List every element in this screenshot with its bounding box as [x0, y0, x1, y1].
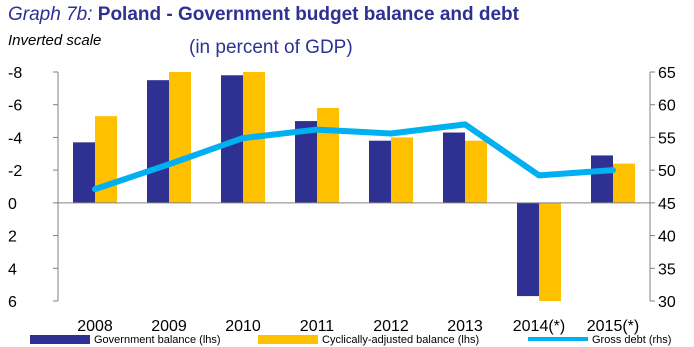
bar-government-balance-3: [295, 121, 317, 203]
category-label: 2009: [151, 318, 187, 335]
gross-debt-line: [92, 121, 616, 193]
bar-government-balance-0: [73, 142, 95, 203]
category-label: 2008: [77, 318, 113, 335]
bar-cyclically-adjusted-7: [613, 163, 635, 203]
left-tick-label: -8: [8, 65, 22, 82]
left-tick-label: 6: [8, 294, 17, 311]
chart-title-main: Poland - Government budget balance and d…: [97, 4, 519, 25]
bar-cyclically-adjusted-6: [539, 202, 561, 301]
category-label: 2013: [447, 318, 483, 335]
right-tick-label: 40: [658, 229, 676, 246]
legend-label-1: Cyclically-adjusted balance (lhs): [322, 334, 479, 346]
scale-note: Inverted scale: [8, 32, 102, 49]
category-label: 2015(*): [587, 318, 639, 335]
bar-government-balance-4: [369, 140, 391, 203]
left-tick-label: -6: [8, 98, 22, 115]
category-label: 2012: [373, 318, 409, 335]
category-label: 2011: [300, 318, 335, 335]
bar-government-balance-7: [591, 155, 613, 203]
chart-title: Graph 7b: Poland - Government budget bal…: [8, 4, 519, 26]
category-label: 2014(*): [513, 318, 565, 335]
chart-subtitle: (in percent of GDP): [189, 37, 353, 58]
chart-title-prefix: Graph 7b:: [8, 4, 93, 25]
left-tick-label: 0: [8, 196, 17, 213]
left-tick-label: 2: [8, 229, 17, 246]
bar-cyclically-adjusted-3: [317, 107, 339, 203]
left-tick-label: -2: [8, 163, 22, 180]
right-tick-label: 50: [658, 163, 676, 180]
right-tick-label: 35: [658, 261, 676, 278]
bar-cyclically-adjusted-4: [391, 137, 413, 203]
left-tick-label: 4: [8, 261, 17, 278]
legend-swatch-0: [30, 335, 90, 344]
legend-label-2: Gross debt (rhs): [592, 334, 671, 346]
bar-government-balance-1: [147, 80, 169, 203]
bar-government-balance-5: [443, 132, 465, 203]
legend-swatch-1: [258, 335, 318, 344]
bar-cyclically-adjusted-1: [169, 72, 191, 203]
bar-government-balance-6: [517, 202, 539, 297]
legend-label-0: Government balance (lhs): [94, 334, 221, 346]
category-label: 2010: [225, 318, 261, 335]
right-tick-label: 60: [658, 98, 676, 115]
right-tick-label: 45: [658, 196, 676, 213]
right-tick-label: 55: [658, 130, 676, 147]
left-tick-label: -4: [8, 130, 22, 147]
right-tick-label: 65: [658, 65, 676, 82]
right-tick-label: 30: [658, 294, 676, 311]
bar-cyclically-adjusted-5: [465, 140, 487, 203]
